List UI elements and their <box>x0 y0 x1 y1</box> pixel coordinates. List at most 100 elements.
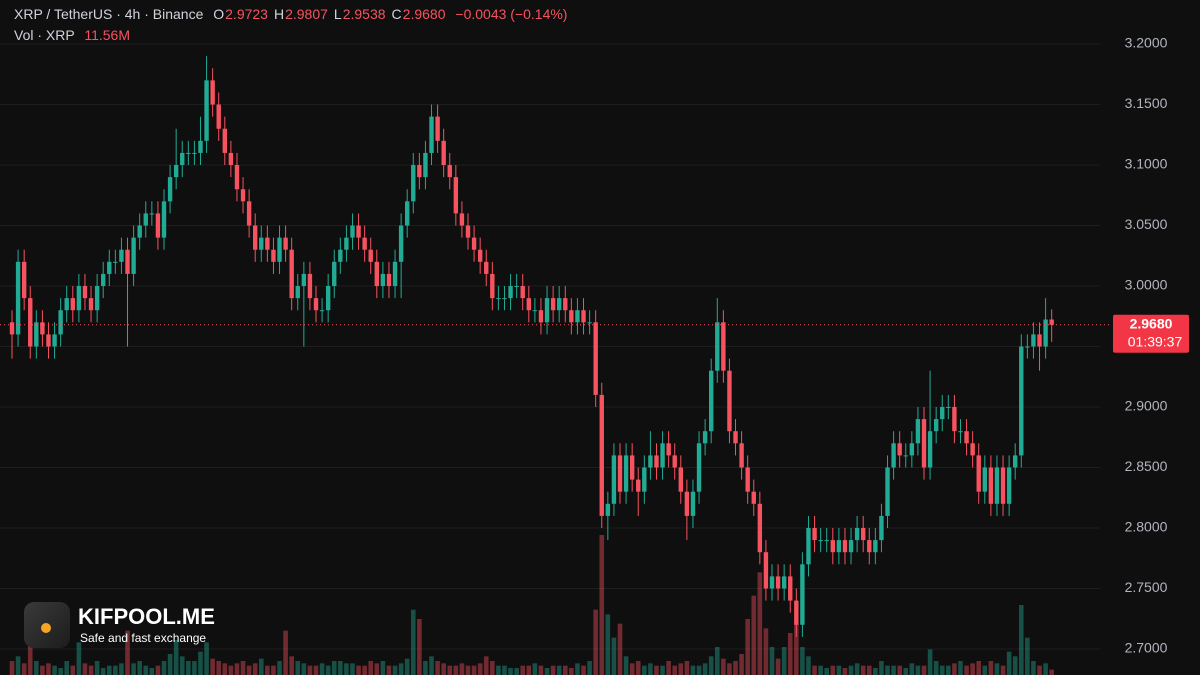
volume-bar <box>313 665 319 675</box>
candle-body <box>405 201 410 226</box>
countdown-label: 01:39:37 <box>1128 333 1183 349</box>
candle-body <box>769 576 775 589</box>
volume-bar <box>338 661 343 675</box>
volume-bar <box>277 661 282 675</box>
volume-bar <box>806 656 811 675</box>
candle-body <box>398 225 404 262</box>
volume-bar <box>623 656 629 675</box>
volume-bar <box>988 661 994 675</box>
symbol-title[interactable]: XRP / TetherUS · 4h · Binance <box>14 6 204 22</box>
volume-bar <box>666 661 671 675</box>
candle-body <box>216 104 221 129</box>
volume-bar <box>958 661 963 675</box>
candle-body <box>259 237 264 250</box>
volume-bar <box>64 661 70 675</box>
candle-body <box>933 419 939 432</box>
volume-bar <box>587 661 592 675</box>
candle-body <box>660 443 665 468</box>
candle-body <box>976 455 981 492</box>
candle-body <box>502 298 507 300</box>
candle-body <box>569 310 574 323</box>
volume-bar <box>490 661 495 675</box>
candle-body <box>186 152 191 154</box>
volume-bar <box>599 535 605 675</box>
volume-bar <box>769 647 775 675</box>
volume-bar <box>714 647 720 675</box>
candle-body <box>131 237 136 274</box>
volume-bar <box>161 661 167 675</box>
candle-body <box>636 479 641 492</box>
candle-body <box>648 455 653 468</box>
candle-body <box>775 576 781 589</box>
volume-bar <box>34 661 39 675</box>
candle-body <box>234 165 240 190</box>
volume-bar <box>866 665 872 675</box>
volume-bar <box>787 633 793 675</box>
watermark-icon <box>24 602 70 648</box>
legend: XRP / TetherUS · 4h · Binance O2.9723 H2.… <box>14 4 567 46</box>
y-tick-label: 2.9000 <box>1125 398 1168 414</box>
candle-body <box>113 261 118 263</box>
volume-bar <box>1012 656 1018 675</box>
volume-bar <box>1037 665 1042 675</box>
candle-body <box>739 443 744 468</box>
volume-bar <box>696 665 702 675</box>
volume-bar <box>167 654 173 675</box>
candle-body <box>411 165 416 202</box>
candle-body <box>666 443 671 456</box>
volume-bar <box>569 668 574 675</box>
volume-bar <box>344 663 349 675</box>
candle-body <box>277 237 282 262</box>
ohlc-value: 2.9807 <box>285 6 328 22</box>
volume-bar <box>654 665 659 675</box>
volume-bar <box>204 642 209 675</box>
last-price-box <box>1113 314 1189 353</box>
last-price-label: 2.9680 <box>1130 315 1173 331</box>
volume-bar <box>909 663 915 675</box>
volume-bar <box>301 663 307 675</box>
candle-body <box>532 310 538 312</box>
volume-bar <box>125 630 130 675</box>
volume-bar <box>398 663 404 675</box>
volume-bar <box>295 661 301 675</box>
volume-bar <box>21 663 27 675</box>
volume-bar <box>544 668 550 675</box>
volume-bar <box>52 665 57 675</box>
candle-body <box>459 213 465 226</box>
candle-body <box>830 540 835 553</box>
ohlc-value: 2.9538 <box>342 6 386 22</box>
candle-body <box>1025 346 1030 348</box>
candle-body <box>447 165 452 178</box>
candle-body <box>879 515 884 541</box>
volume-bar <box>441 663 446 675</box>
candle-body <box>781 576 787 589</box>
volume-bar <box>635 661 641 675</box>
ohlc-value: 2.9723 <box>225 6 268 22</box>
volume-bar <box>9 661 15 675</box>
volume-bar <box>362 665 367 675</box>
volume-bar <box>830 665 836 675</box>
volume-bar <box>751 595 757 675</box>
volume-bar <box>708 656 714 675</box>
ohlc-key: C <box>391 6 402 22</box>
candle-body <box>885 467 890 516</box>
volume-last-label: 11.56M <box>84 27 130 43</box>
volume-bar <box>149 668 155 675</box>
candle-body <box>508 286 513 299</box>
candle-body <box>812 527 817 541</box>
volume-bar <box>143 665 149 675</box>
candle-body <box>453 177 459 214</box>
volume-bar <box>106 665 112 675</box>
volume-bar <box>721 658 726 675</box>
candle-body <box>52 334 57 347</box>
volume-bar <box>775 658 781 675</box>
volume-bar <box>46 663 51 675</box>
volume-bar <box>307 665 313 675</box>
volume-bar <box>605 614 611 675</box>
candle-body <box>198 140 203 153</box>
volume-bar <box>678 663 684 675</box>
volume-bar <box>879 661 884 675</box>
candle-body <box>599 394 604 516</box>
volume-title[interactable]: Vol · XRP <box>14 27 75 43</box>
candle-body <box>836 540 842 553</box>
